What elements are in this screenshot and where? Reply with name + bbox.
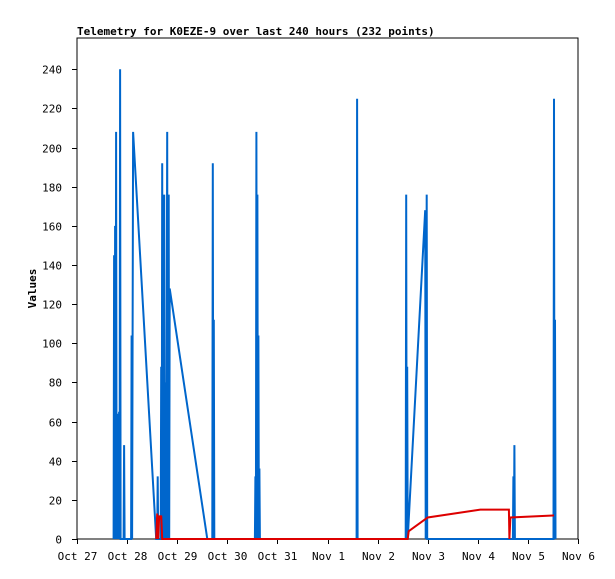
y-tick-label: 20 [49,495,62,508]
x-tick-label: Nov 3 [412,550,445,563]
x-tick-label: Nov 6 [562,550,595,563]
series-layer [112,69,557,540]
y-tick-label: 100 [42,338,62,351]
y-tick-label: 0 [55,534,62,547]
x-tick-label: Nov 1 [312,550,345,563]
x-tick-label: Oct 30 [208,550,248,563]
y-tick-label: 120 [42,299,62,312]
y-tick-label: 200 [42,143,62,156]
y-tick-label: 140 [42,260,62,273]
y-axis: 0 20 40 60 80 100 120 140 160 180 200 220 240 [42,64,77,547]
x-tick-label: Nov 4 [462,550,495,563]
x-tick-label: Nov 2 [362,550,395,563]
y-tick-label: 80 [49,377,62,390]
x-tick-label: Oct 31 [258,550,298,563]
x-tick-label: Oct 28 [108,550,148,563]
y-tick-label: 180 [42,182,62,195]
series-line-2 [155,508,554,540]
y-tick-label: 160 [42,221,62,234]
x-tick-label: Oct 29 [158,550,198,563]
x-tick-label: Nov 5 [512,550,545,563]
series-line-1 [112,69,557,540]
y-tick-label: 220 [42,103,62,116]
chart-title: Telemetry for K0EZE-9 over last 240 hour… [77,25,435,38]
y-tick-label: 240 [42,64,62,77]
y-tick-label: 40 [49,456,62,469]
y-tick-label: 60 [49,417,62,430]
y-axis-label: Values [26,269,39,309]
x-tick-label: Oct 27 [58,550,98,563]
x-axis: Oct 27 Oct 28 Oct 29 Oct 30 Oct 31 Nov 1 Nov 2… [58,539,595,563]
